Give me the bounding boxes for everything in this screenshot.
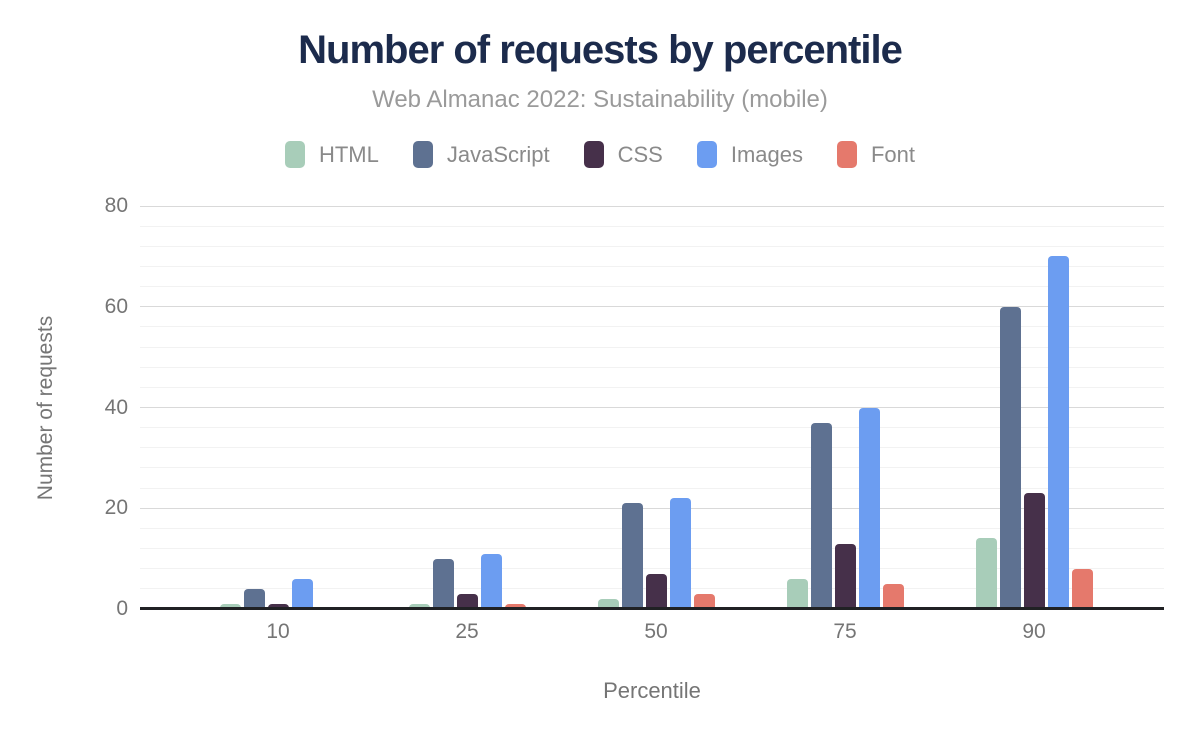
gridline-minor xyxy=(140,366,1164,368)
gridline-minor xyxy=(140,447,1164,449)
bar-group-p25 xyxy=(408,206,526,609)
bar-font-p90 xyxy=(1071,568,1093,609)
gridline-minor xyxy=(140,265,1164,267)
x-tick-label-10: 10 xyxy=(266,620,290,643)
bar-group-p75 xyxy=(786,206,904,609)
bar-javascript-p75 xyxy=(810,422,832,609)
gridline-minor xyxy=(140,427,1164,429)
bar-css-p90 xyxy=(1023,493,1045,609)
gridline-major xyxy=(140,507,1164,509)
bar-html-p10 xyxy=(219,603,241,609)
gridline-minor xyxy=(140,487,1164,489)
gridline-major xyxy=(140,306,1164,308)
bar-javascript-p25 xyxy=(432,558,454,609)
legend-swatch-icon xyxy=(412,141,433,168)
legend-item-font: Font xyxy=(836,141,916,168)
bar-css-p25 xyxy=(456,593,478,609)
bar-images-p50 xyxy=(669,498,691,609)
bar-group-p50 xyxy=(597,206,715,609)
bar-javascript-p10 xyxy=(243,588,265,609)
gridline-minor xyxy=(140,245,1164,247)
bar-html-p75 xyxy=(786,578,808,609)
y-tick-label-0: 0 xyxy=(116,597,128,620)
x-tick-label-50: 50 xyxy=(644,620,668,643)
bar-images-p10 xyxy=(291,578,313,609)
gridline-minor xyxy=(140,346,1164,348)
bar-images-p75 xyxy=(858,407,880,609)
y-tick-label-60: 60 xyxy=(104,294,128,318)
chart-subtitle: Web Almanac 2022: Sustainability (mobile… xyxy=(372,86,828,113)
gridline-minor xyxy=(140,527,1164,529)
bar-font-p50 xyxy=(693,593,715,609)
bar-javascript-p90 xyxy=(999,306,1021,609)
gridline-minor xyxy=(140,386,1164,388)
plot-area xyxy=(140,205,1164,610)
x-tick-label-75: 75 xyxy=(833,620,857,643)
bar-css-p75 xyxy=(834,543,856,609)
legend-item-css: CSS xyxy=(583,141,663,168)
x-tick-label-90: 90 xyxy=(1022,620,1046,643)
legend: HTML JavaScript CSS Images Font xyxy=(0,141,1200,168)
legend-item-javascript: JavaScript xyxy=(412,141,550,168)
bar-font-p75 xyxy=(882,583,904,609)
gridline-minor xyxy=(140,548,1164,550)
gridline-minor xyxy=(140,286,1164,288)
y-tick-label-80: 80 xyxy=(104,194,128,217)
chart-title: Number of requests by percentile xyxy=(298,28,903,72)
legend-item-html: HTML xyxy=(284,141,379,168)
x-axis-title: Percentile xyxy=(603,678,701,703)
legend-swatch-icon xyxy=(284,141,305,168)
legend-label: CSS xyxy=(617,141,663,167)
y-tick-label-20: 20 xyxy=(104,496,128,520)
bar-group-p10 xyxy=(219,206,337,609)
legend-swatch-icon xyxy=(696,141,717,168)
gridline-minor xyxy=(140,467,1164,469)
bar-javascript-p50 xyxy=(621,503,643,609)
x-axis-line xyxy=(140,607,1164,610)
legend-label: Font xyxy=(870,141,916,167)
legend-swatch-icon xyxy=(583,141,604,168)
bar-images-p90 xyxy=(1047,256,1069,609)
y-tick-label-40: 40 xyxy=(104,395,128,419)
bar-css-p10 xyxy=(267,603,289,609)
legend-label: HTML xyxy=(318,141,379,167)
bar-group-p90 xyxy=(975,206,1093,609)
x-tick-label-25: 25 xyxy=(455,620,479,643)
gridline-minor xyxy=(140,225,1164,227)
legend-swatch-icon xyxy=(836,141,857,168)
bar-images-p25 xyxy=(480,553,502,609)
gridline-minor xyxy=(140,568,1164,570)
legend-item-images: Images xyxy=(696,141,803,168)
gridline-major xyxy=(140,205,1164,207)
bar-html-p90 xyxy=(975,538,997,609)
bar-css-p50 xyxy=(645,573,667,609)
legend-label: JavaScript xyxy=(446,141,550,167)
bar-html-p25 xyxy=(408,603,430,609)
gridline-major xyxy=(140,407,1164,408)
bar-html-p50 xyxy=(597,598,619,609)
gridline-minor xyxy=(140,326,1164,328)
legend-label: Images xyxy=(730,141,803,167)
bar-font-p25 xyxy=(504,603,526,609)
